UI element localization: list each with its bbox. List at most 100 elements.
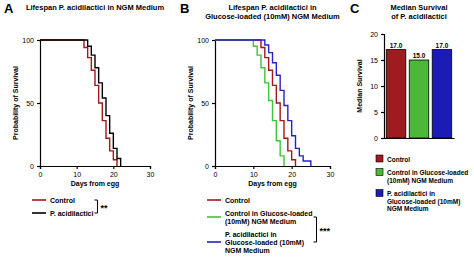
- title: Lifespan P. acidilactici in NGM Medium: [26, 3, 165, 12]
- tick-mark: [381, 86, 384, 87]
- legend: Control Control in Glucose-loaded(10mM) N…: [376, 155, 468, 212]
- tick-label: 30: [147, 171, 155, 178]
- legend-label: Control: [387, 156, 410, 163]
- significance-label: ***: [320, 226, 331, 236]
- tick-mark: [292, 166, 293, 169]
- significance-bracket: [314, 217, 317, 242]
- plot-area: [386, 50, 451, 138]
- tick-label: 10: [370, 83, 378, 90]
- title: Glucose-loaded (10mM) NGM Medium: [205, 12, 340, 21]
- y-axis: 0 50 100: [197, 37, 215, 170]
- x-axis-title: Days from egg: [248, 180, 297, 188]
- tick: 0: [39, 166, 43, 178]
- legend-label: Control in Glucose-loaded(10mM) NGM Medi…: [387, 169, 468, 185]
- legend: Control Control in Glucose-loaded(10mM) N…: [207, 197, 331, 254]
- plot-area: [40, 40, 121, 166]
- tick: 15: [370, 57, 384, 64]
- tick-label: 10: [73, 171, 81, 178]
- tick-mark: [330, 166, 331, 169]
- legend-label: Control: [225, 197, 250, 204]
- tick-mark: [381, 34, 384, 35]
- legend-swatch: [207, 241, 221, 243]
- bar: [432, 50, 452, 138]
- legend-swatch: [376, 169, 383, 176]
- tick-label: 50: [201, 100, 209, 107]
- tick-label: 100: [22, 37, 34, 44]
- legend-swatch: [32, 199, 46, 201]
- data-label: 15.0: [413, 52, 426, 59]
- tick-label: 50: [26, 100, 34, 107]
- tick: 0: [30, 163, 40, 170]
- legend-swatch: [207, 216, 221, 218]
- tick-label: 20: [110, 171, 118, 178]
- y-axis-title: Probability of Survival: [12, 66, 20, 140]
- plot-area: [215, 40, 311, 166]
- title: of P. acidilactici: [391, 12, 447, 21]
- axis-line: [216, 167, 331, 170]
- axis-line: [212, 41, 216, 167]
- survival-curve: [40, 40, 121, 166]
- tick-label: 100: [197, 37, 209, 44]
- tick-label: 5: [374, 109, 378, 116]
- tick: 100: [22, 37, 40, 44]
- tick-label: 10: [250, 171, 258, 178]
- legend-label: P. acidilactici inGlucose-loaded (10mM)N…: [387, 190, 460, 212]
- tick: 10: [73, 166, 81, 178]
- survival-curve: [215, 40, 311, 166]
- x-axis-title: Days from egg: [71, 180, 120, 188]
- tick-mark: [381, 112, 384, 113]
- tick: 0: [214, 166, 218, 178]
- tick-label: 0: [30, 163, 34, 170]
- tick-mark: [212, 166, 215, 167]
- tick: 100: [197, 37, 215, 44]
- y-axis: 0 50 100: [22, 37, 40, 170]
- tick-label: 0: [214, 171, 218, 178]
- tick: 0: [205, 163, 215, 170]
- tick: 20: [370, 31, 384, 38]
- legend-label: P. acidilactici: [50, 210, 94, 217]
- tick: 20: [288, 166, 296, 178]
- tick-mark: [212, 103, 215, 104]
- tick-label: 20: [288, 171, 296, 178]
- x-axis: 0 10 20 30: [39, 166, 155, 178]
- panel-letter: C: [350, 1, 360, 16]
- tick-mark: [212, 40, 215, 41]
- data-label: 17.0: [436, 42, 449, 49]
- y-axis: 0 5 10 15 20: [370, 31, 384, 142]
- tick-label: 20: [370, 31, 378, 38]
- tick: 5: [374, 109, 384, 116]
- legend-swatch: [376, 155, 383, 162]
- significance-bracket: [94, 200, 97, 213]
- tick: 10: [250, 166, 258, 178]
- significance-label: **: [100, 203, 108, 213]
- tick-label: 0: [39, 171, 43, 178]
- tick-mark: [381, 138, 384, 139]
- tick: 20: [110, 166, 118, 178]
- axis-line: [37, 41, 41, 167]
- y-axis-title: Probability of Survival: [187, 66, 195, 140]
- x-axis: 0102030: [214, 166, 335, 178]
- tick: 0: [374, 135, 384, 142]
- legend-label: P. acidilactici inGlucose-loaded (10mM)N…: [225, 231, 304, 254]
- data-label: 17.0: [390, 42, 403, 49]
- axis-line: [41, 167, 151, 170]
- tick-mark: [253, 166, 254, 169]
- panel-letter: B: [180, 1, 189, 16]
- bar: [409, 60, 429, 138]
- tick: 10: [370, 83, 384, 90]
- tick-label: 0: [374, 135, 378, 142]
- legend-label: Control in Glucose-loaded(10mM) NGM Medi…: [225, 210, 313, 226]
- tick-label: 0: [205, 163, 209, 170]
- tick-mark: [77, 166, 78, 169]
- tick: 50: [26, 100, 40, 107]
- figure: A Lifespan P. acidilactici in NGM Medium P…: [0, 0, 474, 273]
- panel-letter: A: [4, 1, 14, 16]
- legend-label: Control: [50, 197, 75, 204]
- tick-mark: [113, 166, 114, 169]
- legend-swatch: [376, 190, 383, 197]
- tick-mark: [37, 40, 40, 41]
- axis-line: [385, 138, 455, 139]
- legend-swatch: [32, 212, 46, 214]
- survival-curve: [215, 40, 284, 166]
- tick-mark: [37, 166, 40, 167]
